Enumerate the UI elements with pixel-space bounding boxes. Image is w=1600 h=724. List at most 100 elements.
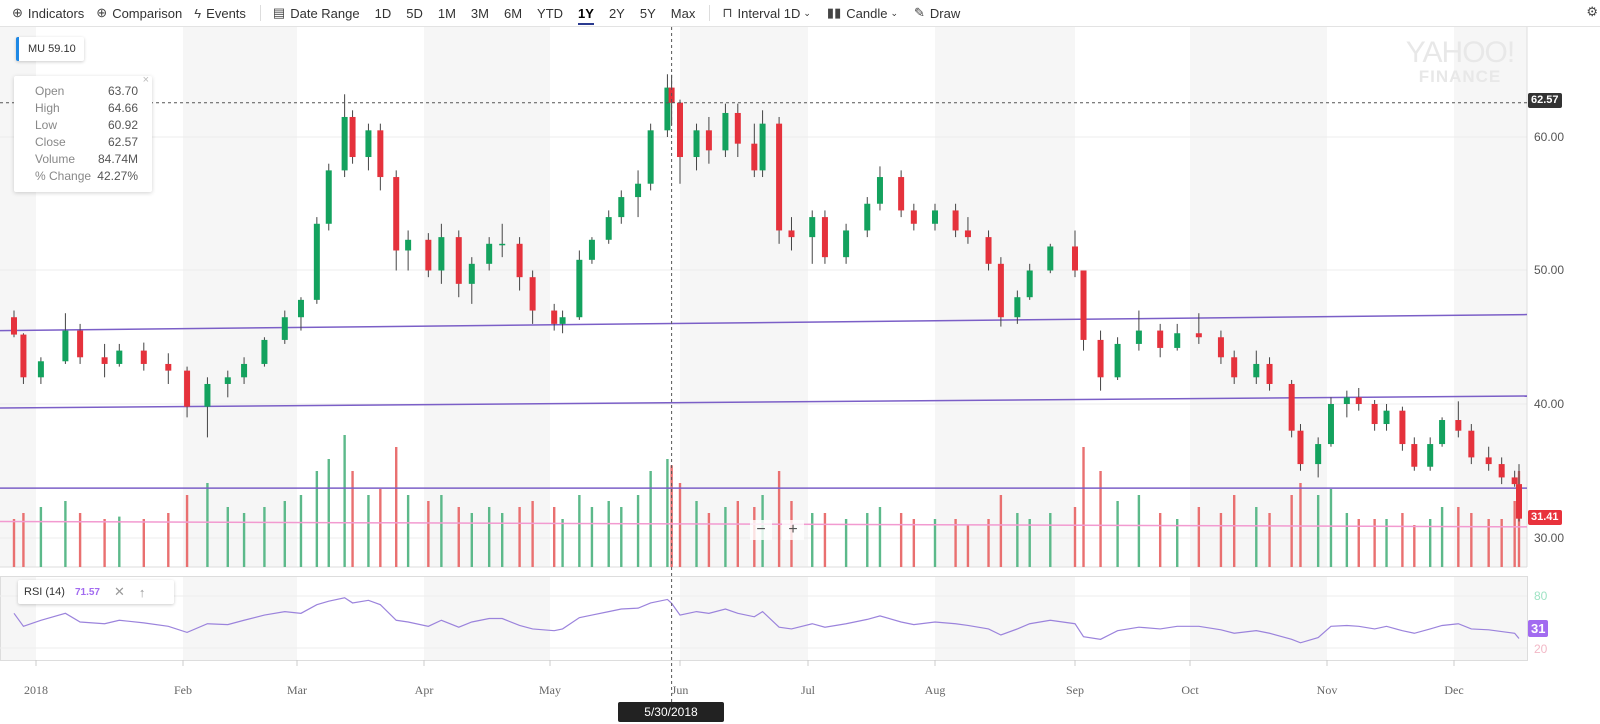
candle-icon: ▮▮ xyxy=(826,5,842,20)
tooltip-row: % Change 42.27% xyxy=(14,168,152,185)
volume-bar xyxy=(1487,519,1490,567)
volume-bar xyxy=(1500,519,1503,567)
y-tick-label: 50.00 xyxy=(1534,263,1565,277)
candle-body xyxy=(932,210,938,224)
chart-toolbar: ⊕ Indicators ⊕ Comparison ϟ Events ▤ Date Ra… xyxy=(0,0,1600,27)
candle-body xyxy=(864,203,871,231)
candle-body xyxy=(486,243,493,264)
interval-dropdown[interactable]: ⊓ Interval 1D ⌄ xyxy=(722,5,811,21)
volume-bar xyxy=(736,501,740,567)
range-5y[interactable]: 5Y xyxy=(639,5,656,21)
volume-bar xyxy=(367,495,370,567)
volume-bar xyxy=(1099,471,1102,567)
month-band xyxy=(1190,27,1327,567)
range-1d[interactable]: 1D xyxy=(374,5,392,21)
volume-bar xyxy=(315,471,319,567)
close-icon[interactable]: ✕ xyxy=(114,584,125,599)
volume-bar xyxy=(1255,507,1258,567)
range-ytd[interactable]: YTD xyxy=(537,5,564,21)
draw-label: Draw xyxy=(929,5,961,21)
volume-bar xyxy=(206,483,209,567)
month-band xyxy=(424,27,550,567)
tooltip-value: 60.92 xyxy=(107,118,138,132)
x-tick-label: Jun xyxy=(671,683,689,697)
candle-body xyxy=(1231,357,1238,378)
volume-bar xyxy=(1457,507,1460,567)
volume-bar xyxy=(1385,519,1388,567)
comparison-button[interactable]: ⊕ Comparison xyxy=(96,5,182,21)
range-1m[interactable]: 1M xyxy=(437,5,456,21)
arrow-up-icon[interactable]: ↑ xyxy=(138,584,146,600)
ruler-icon: ⊓ xyxy=(722,5,733,20)
x-tick-label: Oct xyxy=(1181,683,1199,697)
candle-body xyxy=(1343,397,1350,404)
volume-bar xyxy=(1345,513,1349,567)
tooltip-row: Low 60.92 xyxy=(14,117,152,134)
comparison-label: Comparison xyxy=(112,5,183,21)
gear-icon[interactable]: ⚙ xyxy=(1586,4,1598,19)
candle-body xyxy=(759,123,766,171)
indicators-button[interactable]: ⊕ Indicators xyxy=(12,5,84,21)
indicators-label: Indicators xyxy=(27,5,85,21)
draw-button[interactable]: ✎ Draw xyxy=(914,5,960,21)
candle-body xyxy=(809,217,816,238)
candle-body xyxy=(281,317,288,340)
range-max[interactable]: Max xyxy=(670,5,696,21)
candle-body xyxy=(1399,410,1406,445)
divider xyxy=(709,5,711,21)
candle-body xyxy=(325,170,332,224)
zoom-out-button[interactable]: − xyxy=(750,520,772,540)
chart-type-dropdown[interactable]: ▮▮ Candle ⌄ xyxy=(827,5,898,21)
close-icon[interactable]: × xyxy=(142,74,149,86)
volume-bar xyxy=(1413,525,1416,567)
candle-body xyxy=(1371,404,1378,425)
candle-body xyxy=(1072,246,1078,271)
interval-value: 1D xyxy=(783,5,801,21)
plus-circle-icon: ⊕ xyxy=(12,5,23,20)
volume-bar xyxy=(1158,513,1162,567)
chevron-down-icon: ⌄ xyxy=(803,7,811,18)
volume-bar xyxy=(811,513,814,567)
range-3m[interactable]: 3M xyxy=(470,5,489,21)
candle-body xyxy=(1498,464,1505,478)
volume-bar xyxy=(118,516,121,567)
ticker-label[interactable]: MU 59.10 xyxy=(16,37,84,61)
month-band xyxy=(183,27,297,567)
range-5d[interactable]: 5D xyxy=(406,5,423,21)
rsi-level-20: 20 xyxy=(1534,642,1548,656)
volume-bar xyxy=(666,459,669,567)
range-2y[interactable]: 2Y xyxy=(608,5,625,21)
range-6m[interactable]: 6M xyxy=(503,5,523,21)
candle-body xyxy=(876,177,883,204)
candle-body xyxy=(20,334,27,378)
volume-bar xyxy=(22,513,25,567)
candle-body xyxy=(964,230,971,238)
events-button[interactable]: ϟ Events xyxy=(194,6,246,21)
tooltip-key: Volume xyxy=(35,152,76,166)
candle-body xyxy=(1355,397,1362,404)
tooltip-value: 64.66 xyxy=(107,101,138,115)
date-range-button[interactable]: ▤ Date Range xyxy=(273,5,360,21)
volume-bar xyxy=(501,513,504,567)
candle-body xyxy=(101,357,108,364)
candle-body xyxy=(1097,339,1104,378)
candle-body xyxy=(1135,330,1142,344)
volume-bar xyxy=(226,507,229,567)
candle-body xyxy=(1383,410,1390,425)
volume-bar xyxy=(103,519,106,567)
zoom-in-button[interactable]: + xyxy=(782,520,804,540)
volume-bar xyxy=(1028,519,1031,567)
tooltip-row: Close 62.57 xyxy=(14,134,152,151)
candle-body xyxy=(776,123,783,231)
volume-bar xyxy=(457,507,460,567)
month-band xyxy=(1454,576,1527,660)
volume-bar xyxy=(1299,483,1302,567)
volume-bar xyxy=(185,495,189,567)
volume-bar xyxy=(1357,519,1360,567)
candle-body xyxy=(751,143,758,171)
y-tick-label: 60.00 xyxy=(1534,130,1565,144)
range-1y[interactable]: 1Y xyxy=(578,6,594,25)
volume-bar xyxy=(1176,519,1179,567)
volume-bar xyxy=(987,519,990,567)
